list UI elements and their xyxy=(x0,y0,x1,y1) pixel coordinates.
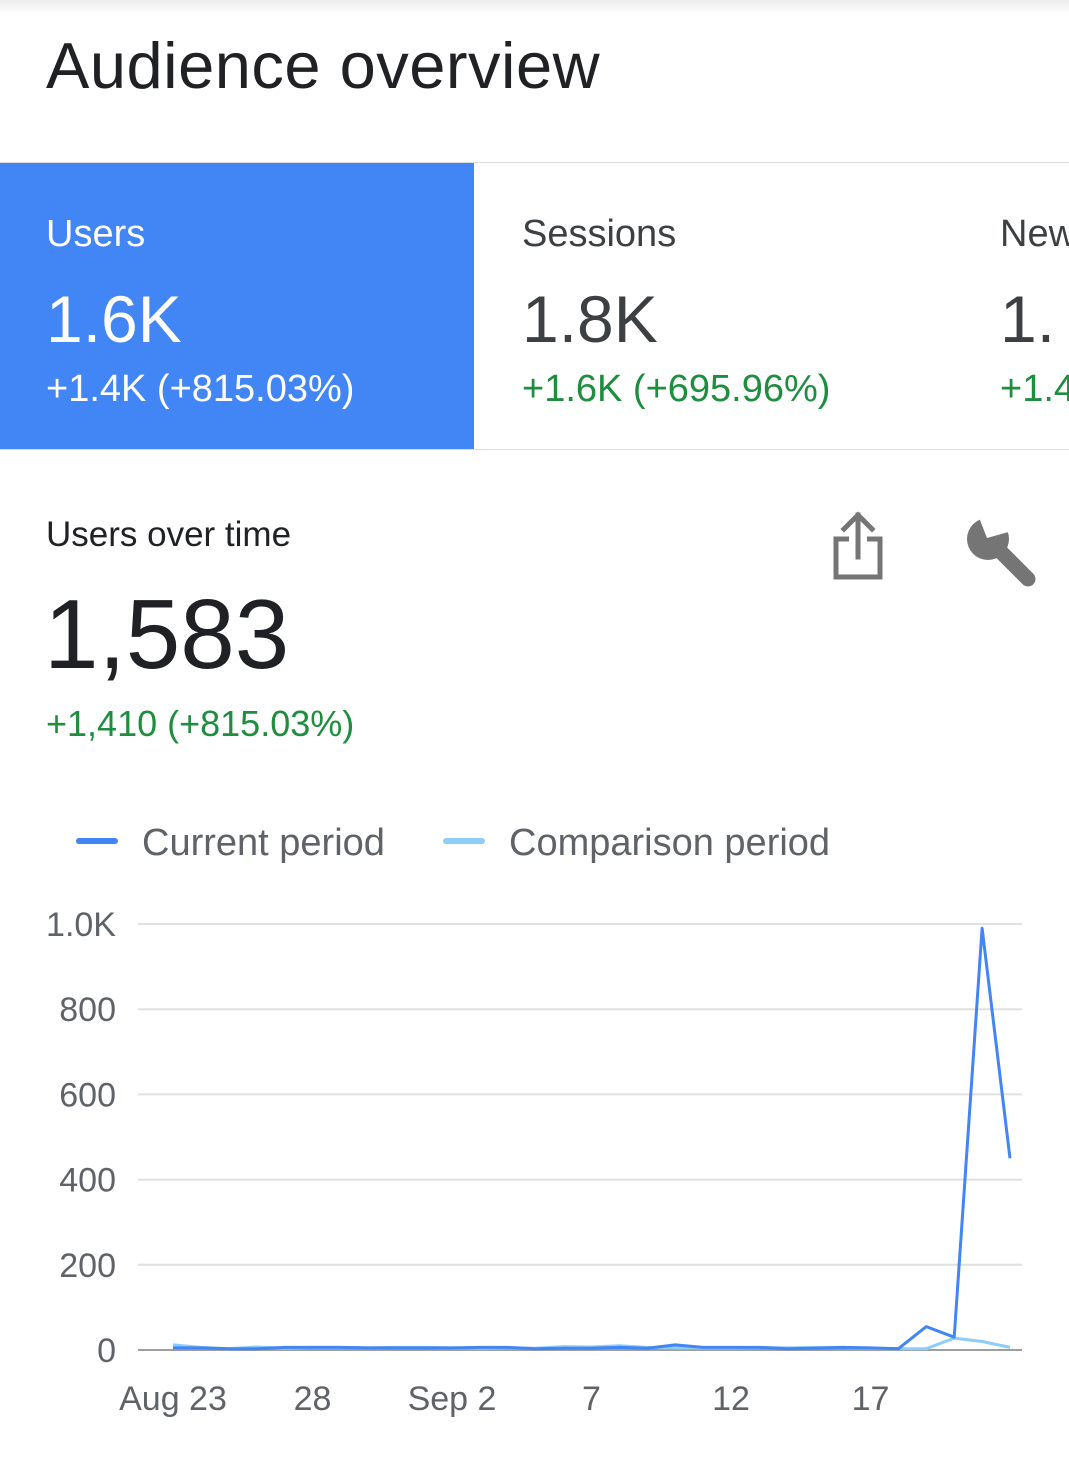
share-icon xyxy=(833,511,883,580)
current-period-line xyxy=(173,926,1012,1351)
legend-current-swatch xyxy=(76,838,118,844)
x-tick-label: Sep 2 xyxy=(408,1380,497,1418)
top-shadow xyxy=(0,0,1069,14)
legend-comparison-label: Comparison period xyxy=(509,822,831,864)
card-title: Users over time xyxy=(46,515,292,554)
tab-sessions[interactable]: Sessions 1.8K +1.6K (+695.96%) xyxy=(474,163,952,449)
tab-users-change: +1.4K (+815.03%) xyxy=(46,368,355,410)
y-tick-label: 200 xyxy=(59,1247,116,1285)
x-tick-label: 7 xyxy=(582,1380,601,1418)
tab-users-label: Users xyxy=(46,213,146,255)
tab-sessions-change: +1.6K (+695.96%) xyxy=(522,368,831,410)
wrench-icon xyxy=(967,508,1036,587)
users-line-chart: 0 200 400 600 800 1.0K Aug 23 28 Sep 2 7 12 17 xyxy=(46,906,1022,1418)
x-tick-label: 17 xyxy=(852,1380,890,1418)
metric-tabs: Users 1.6K +1.4K (+815.03%) Sessions 1.8… xyxy=(0,162,1069,450)
y-tick-label: 0 xyxy=(97,1332,116,1370)
legend-comparison-swatch xyxy=(443,838,485,844)
y-tick-label: 400 xyxy=(59,1162,116,1200)
tab-new-users-label: New xyxy=(1000,213,1069,255)
x-tick-label: 12 xyxy=(712,1380,750,1418)
x-tick-label: 28 xyxy=(294,1380,332,1418)
tab-new-users-change: +1.4 xyxy=(1000,368,1069,410)
share-button[interactable] xyxy=(813,505,903,595)
x-tick-label: Aug 23 xyxy=(119,1380,227,1418)
tab-new-users-value: 1. xyxy=(1000,282,1056,356)
tab-sessions-value: 1.8K xyxy=(522,282,658,356)
page-title: Audience overview xyxy=(46,29,601,102)
legend-current-label: Current period xyxy=(142,822,385,864)
users-change: +1,410 (+815.03%) xyxy=(46,703,355,744)
tab-new-users[interactable]: New 1. +1.4 xyxy=(952,163,1069,449)
tab-users[interactable]: Users 1.6K +1.4K (+815.03%) xyxy=(0,163,474,449)
tab-users-value: 1.6K xyxy=(46,282,182,356)
customize-button[interactable] xyxy=(958,505,1048,595)
y-tick-label: 800 xyxy=(59,991,116,1029)
tab-sessions-label: Sessions xyxy=(522,213,677,255)
y-tick-label: 1.0K xyxy=(46,906,116,944)
y-tick-label: 600 xyxy=(59,1076,116,1114)
users-total: 1,583 xyxy=(44,579,290,689)
